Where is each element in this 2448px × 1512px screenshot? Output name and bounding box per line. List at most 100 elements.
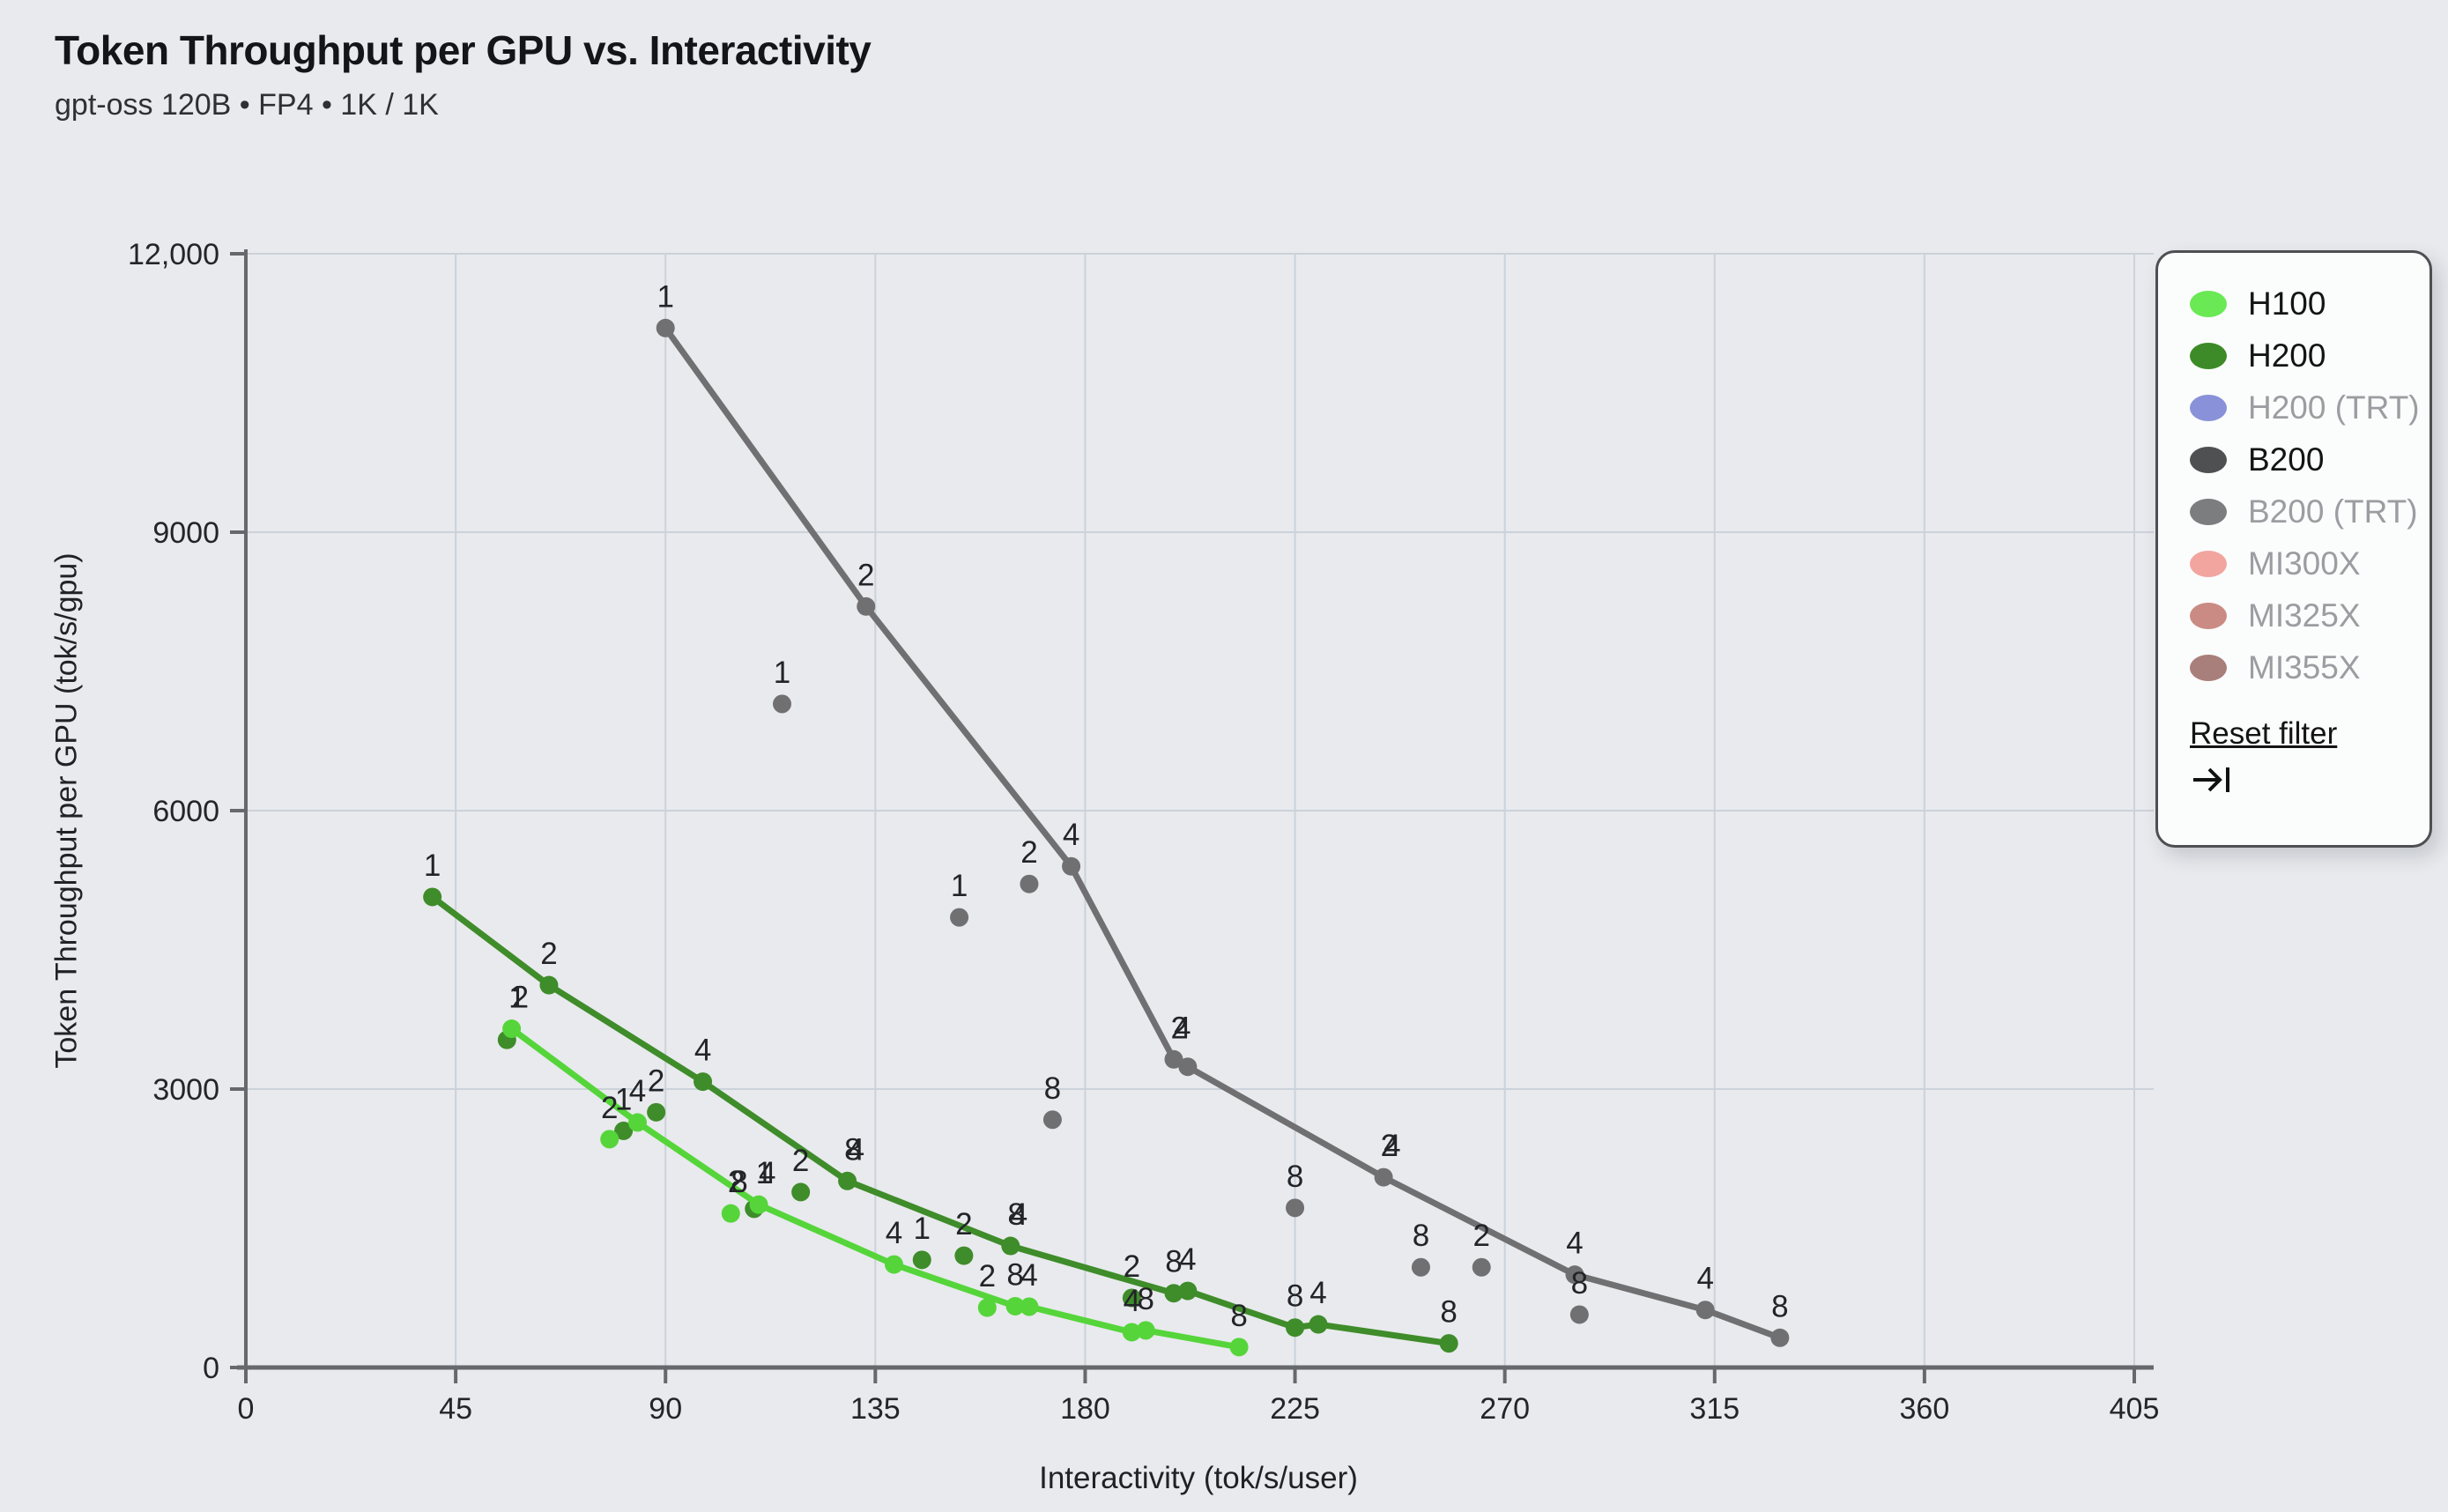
point-label: 4 [1179,1242,1196,1277]
collapse-legend-icon[interactable] [2190,760,2234,804]
data-point-b200[interactable] [1569,1305,1589,1324]
data-point-h200[interactable] [1164,1284,1183,1303]
legend-item-mi355x[interactable]: MI355X [2190,641,2429,693]
point-label: 2 [648,1064,664,1098]
data-point-b200[interactable] [1178,1057,1198,1077]
data-point-h100[interactable] [721,1204,740,1223]
data-point-h200[interactable] [1178,1281,1198,1301]
legend-item-h100[interactable]: H100 [2190,278,2429,330]
data-point-h200[interactable] [423,887,442,907]
data-point-h200[interactable] [539,975,559,995]
data-point-b200[interactable] [1020,874,1039,893]
data-point-h200[interactable] [1309,1315,1328,1334]
data-point-b200[interactable] [1374,1167,1393,1187]
data-point-b200[interactable] [1164,1049,1183,1069]
legend-item-label: H200 [2248,337,2326,374]
legend-item-mi325x[interactable]: MI325X [2190,589,2429,641]
point-label: 4 [1696,1262,1713,1296]
data-point-h100[interactable] [627,1113,647,1132]
b200-trt-swatch-icon [2190,498,2227,525]
legend-item-mi300x[interactable]: MI300X [2190,537,2429,589]
data-point-h200[interactable] [912,1250,931,1270]
data-point-h200[interactable] [1439,1334,1458,1353]
y-axis-title: Token Throughput per GPU (tok/s/gpu) [49,552,84,1069]
point-label: 8 [1440,1295,1457,1330]
y-tick-label: 0 [203,1352,219,1385]
y-tick-label: 9000 [152,516,219,550]
data-point-h200[interactable] [838,1171,857,1190]
gridlines [246,253,2154,1367]
data-point-h200[interactable] [1122,1288,1141,1308]
x-axis-title: Interactivity (tok/s/user) [1039,1461,1358,1495]
point-label: 1 [774,656,790,690]
h200-swatch-icon [2190,342,2227,369]
legend-item-b200-trt[interactable]: B200 (TRT) [2190,485,2429,537]
x-tick-label: 0 [238,1392,255,1426]
data-point-h100[interactable] [1020,1297,1039,1316]
point-label: 12 [508,981,527,1015]
data-point-h100[interactable] [977,1298,997,1317]
data-point-h200[interactable] [694,1072,713,1092]
point-label: 8 [1165,1245,1182,1279]
point-label: 2 [792,1144,809,1178]
data-point-b200[interactable] [1472,1257,1491,1277]
point-label: 8 [1413,1219,1429,1253]
x-tick-label: 45 [439,1392,472,1426]
data-point-b200[interactable] [857,597,876,616]
point-label: 2 [1020,835,1037,870]
legend-item-label: H100 [2248,285,2326,322]
point-label: 8 [1137,1282,1154,1316]
point-label: 8 [1571,1266,1588,1301]
point-label: 4 [1063,818,1079,852]
legend-item-label: B200 (TRT) [2248,493,2418,530]
legend-items: H100 H200 H200 (TRT) B200 B200 (TRT) MI300X MI… [2190,278,2429,693]
point-label: 2 [540,937,557,971]
data-point-h200[interactable] [1001,1236,1020,1256]
pareto-line-h200 [430,894,1450,1347]
data-point-h100[interactable] [1229,1338,1249,1357]
b200-swatch-icon [2190,446,2227,473]
point-label: 2 [601,1091,618,1125]
x-tick-label: 405 [2110,1392,2160,1426]
data-point-b200[interactable] [1286,1198,1305,1218]
data-point-b200[interactable] [1770,1328,1790,1347]
data-point-h200[interactable] [647,1102,666,1122]
h100-swatch-icon [2190,290,2227,317]
data-point-h100[interactable] [1136,1321,1155,1340]
point-label: 1 [424,849,441,883]
data-point-b200[interactable] [1062,856,1081,876]
point-label: 2 [1473,1219,1489,1253]
legend-item-label: H200 (TRT) [2248,389,2420,426]
data-point-b200[interactable] [1565,1265,1584,1285]
point-label: 84 [1007,1197,1027,1232]
point-label: 1 [615,1082,632,1116]
data-point-h200[interactable] [1286,1318,1305,1338]
point-label: 4 [1020,1258,1037,1293]
data-point-h100[interactable] [1005,1296,1025,1316]
data-point-h100[interactable] [600,1130,619,1149]
data-point-h200[interactable] [614,1121,634,1140]
legend-item-b200[interactable]: B200 [2190,434,2429,485]
data-point-h100[interactable] [884,1255,903,1274]
data-point-h100[interactable] [1122,1323,1141,1342]
data-point-h200[interactable] [954,1246,974,1265]
data-point-h100[interactable] [749,1195,768,1214]
data-point-b200[interactable] [1411,1257,1430,1277]
data-point-b200[interactable] [1042,1110,1062,1130]
data-point-b200[interactable] [1695,1301,1715,1320]
point-label: 8 [1230,1299,1247,1333]
x-tick-label: 270 [1480,1392,1530,1426]
data-point-b200[interactable] [656,318,675,337]
legend-panel: H100 H200 H200 (TRT) B200 B200 (TRT) MI300X MI… [2155,250,2432,848]
x-tick-label: 180 [1060,1392,1110,1426]
data-point-b200[interactable] [950,908,969,927]
data-point-b200[interactable] [773,694,792,714]
legend-item-h200-trt[interactable]: H200 (TRT) [2190,382,2429,434]
data-point-h100[interactable] [502,1019,522,1039]
reset-filter-link[interactable]: Reset filter [2190,716,2338,751]
point-label: 84 [844,1132,864,1167]
legend-item-h200[interactable]: H200 [2190,330,2429,382]
data-point-h200[interactable] [791,1182,811,1202]
